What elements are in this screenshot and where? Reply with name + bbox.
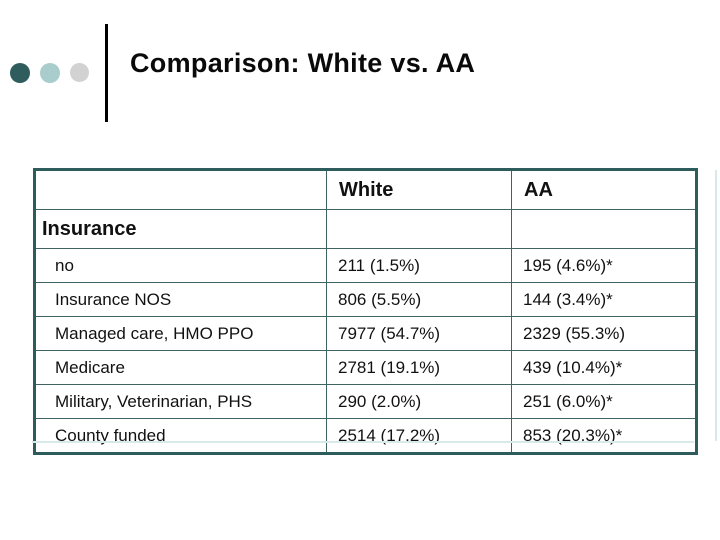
table-header-row: White AA — [34, 169, 697, 210]
table-row: no 211 (1.5%) 195 (4.6%)* — [34, 248, 697, 283]
bullet-dot-gray-icon — [70, 63, 89, 82]
white-value-cell: 7977 (54.7%) — [326, 316, 512, 351]
empty-cell — [511, 209, 697, 249]
table-row: County funded 2514 (17.2%) 853 (20.3%)* — [34, 418, 697, 454]
bullet-dot-light-icon — [40, 63, 60, 83]
aa-value-cell: 251 (6.0%)* — [511, 384, 697, 419]
row-label: County funded — [34, 418, 327, 454]
empty-cell — [326, 209, 512, 249]
white-value-cell: 806 (5.5%) — [326, 282, 512, 317]
row-label: Military, Veterinarian, PHS — [34, 384, 327, 419]
row-label: Managed care, HMO PPO — [34, 316, 327, 351]
table-row: Medicare 2781 (19.1%) 439 (10.4%)* — [34, 350, 697, 385]
aa-value-cell: 195 (4.6%)* — [511, 248, 697, 283]
white-value-cell: 211 (1.5%) — [326, 248, 512, 283]
white-value-cell: 290 (2.0%) — [326, 384, 512, 419]
table-row: Military, Veterinarian, PHS 290 (2.0%) 2… — [34, 384, 697, 419]
aa-value-cell: 439 (10.4%)* — [511, 350, 697, 385]
column-header-white: White — [326, 169, 512, 210]
table-row: Managed care, HMO PPO 7977 (54.7%) 2329 … — [34, 316, 697, 351]
bullet-dot-dark-icon — [10, 63, 30, 83]
table-shadow-right — [715, 170, 717, 441]
row-label: no — [34, 248, 327, 283]
aa-value-cell: 2329 (55.3%) — [511, 316, 697, 351]
row-label: Medicare — [34, 350, 327, 385]
comparison-table: White AA Insurance no 211 (1.5%) 195 (4.… — [33, 168, 698, 455]
section-label: Insurance — [34, 209, 327, 249]
header-empty-cell — [34, 169, 327, 210]
table-row: Insurance NOS 806 (5.5%) 144 (3.4%)* — [34, 282, 697, 317]
white-value-cell: 2514 (17.2%) — [326, 418, 512, 454]
section-row-insurance: Insurance — [34, 209, 697, 249]
aa-value-cell: 853 (20.3%)* — [511, 418, 697, 454]
table-shadow-bottom — [32, 441, 694, 443]
white-value-cell: 2781 (19.1%) — [326, 350, 512, 385]
aa-value-cell: 144 (3.4%)* — [511, 282, 697, 317]
slide-title: Comparison: White vs. AA — [130, 48, 476, 78]
row-label: Insurance NOS — [34, 282, 327, 317]
title-divider-bar — [105, 24, 108, 122]
column-header-aa: AA — [511, 169, 697, 210]
